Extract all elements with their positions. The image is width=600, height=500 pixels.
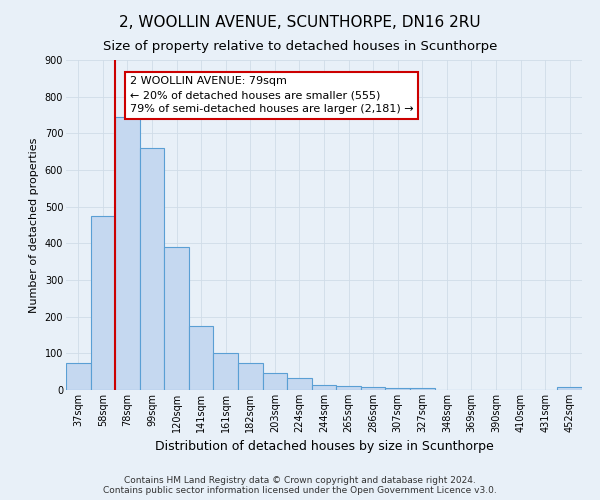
Bar: [312, 384, 336, 390]
Bar: [91, 216, 115, 390]
Y-axis label: Number of detached properties: Number of detached properties: [29, 138, 39, 312]
Bar: [238, 362, 263, 390]
Text: Contains HM Land Registry data © Crown copyright and database right 2024.
Contai: Contains HM Land Registry data © Crown c…: [103, 476, 497, 495]
Text: 2 WOOLLIN AVENUE: 79sqm
← 20% of detached houses are smaller (555)
79% of semi-d: 2 WOOLLIN AVENUE: 79sqm ← 20% of detache…: [130, 76, 413, 114]
Bar: [263, 373, 287, 390]
Bar: [140, 148, 164, 390]
Bar: [189, 326, 214, 390]
Bar: [214, 354, 238, 390]
Text: Size of property relative to detached houses in Scunthorpe: Size of property relative to detached ho…: [103, 40, 497, 53]
Bar: [336, 386, 361, 390]
Bar: [410, 388, 434, 390]
Bar: [164, 247, 189, 390]
Bar: [557, 387, 582, 390]
Bar: [66, 362, 91, 390]
Text: 2, WOOLLIN AVENUE, SCUNTHORPE, DN16 2RU: 2, WOOLLIN AVENUE, SCUNTHORPE, DN16 2RU: [119, 15, 481, 30]
Bar: [287, 378, 312, 390]
X-axis label: Distribution of detached houses by size in Scunthorpe: Distribution of detached houses by size …: [155, 440, 493, 454]
Bar: [115, 117, 140, 390]
Bar: [361, 387, 385, 390]
Bar: [385, 388, 410, 390]
